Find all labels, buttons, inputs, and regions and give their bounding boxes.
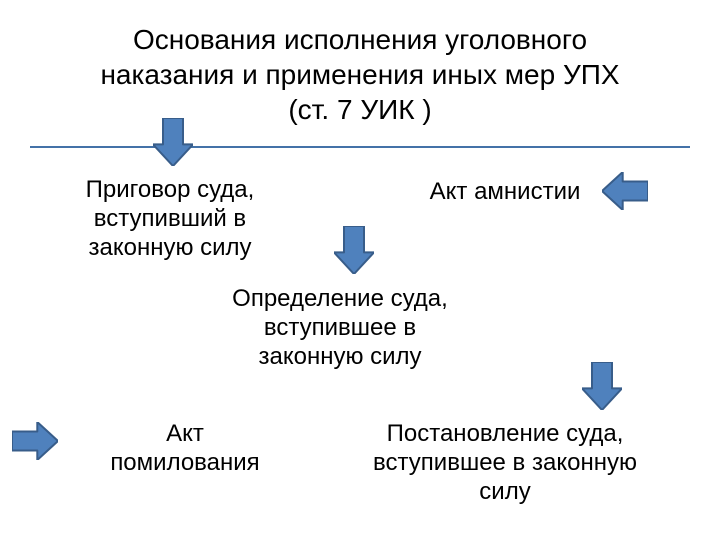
block-amnesty: Акт амнистии — [415, 178, 595, 207]
arrow-down-icon — [153, 118, 193, 166]
arrow-down-icon — [582, 362, 622, 410]
arrow-right-icon — [12, 422, 58, 460]
block-pardon: Акт помилования — [90, 420, 280, 478]
block-verdict: Приговор суда, вступивший в законную сил… — [55, 176, 285, 262]
block-ruling: Определение суда, вступившее в законную … — [210, 285, 470, 371]
title: Основания исполнения уголовного наказани… — [80, 22, 640, 127]
divider — [30, 146, 690, 148]
arrow-down-icon — [334, 226, 374, 274]
block-decree: Постановление суда, вступившее в законну… — [360, 420, 650, 506]
arrow-left-icon — [602, 172, 648, 210]
